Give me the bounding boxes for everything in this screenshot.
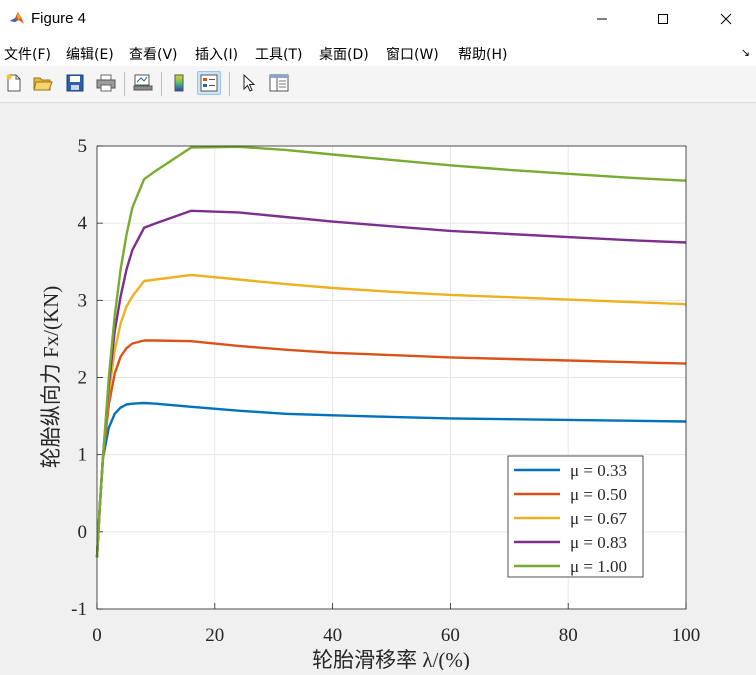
y-tick-label: 4 — [78, 213, 88, 234]
y-tick-label: -1 — [71, 599, 87, 620]
toolbar-separator — [229, 72, 230, 96]
x-tick-label: 80 — [559, 625, 578, 646]
minimize-icon — [597, 18, 607, 20]
title-bar: Figure 4 — [0, 0, 756, 38]
x-tick-label: 40 — [323, 625, 342, 646]
y-tick-label: 0 — [78, 522, 88, 543]
legend-entry: μ = 0.50 — [570, 485, 627, 504]
series-line-2 — [95, 339, 687, 558]
legend-button[interactable] — [197, 71, 221, 95]
save-icon — [66, 74, 84, 92]
colorbar-button[interactable] — [167, 71, 191, 95]
print-icon — [96, 74, 116, 92]
new-figure-button[interactable] — [2, 71, 26, 95]
menu-window[interactable]: 窗口(W) — [386, 47, 439, 63]
x-tick-label: 0 — [92, 625, 102, 646]
menu-tools[interactable]: 工具(T) — [255, 47, 303, 63]
y-tick-label: 1 — [78, 445, 88, 466]
close-button[interactable] — [703, 0, 749, 38]
link-plot-icon — [133, 74, 153, 91]
property-editor-icon — [269, 74, 289, 92]
property-editor-button[interactable] — [267, 71, 291, 95]
y-tick-label: 5 — [78, 136, 88, 157]
pointer-icon — [243, 74, 256, 92]
legend-entry: μ = 1.00 — [570, 557, 627, 576]
y-axis-label: 轮胎纵向力 Fx/(KN) — [39, 286, 63, 469]
y-tick-label: 3 — [78, 290, 88, 311]
menu-edit[interactable]: 编辑(E) — [66, 47, 114, 63]
x-axis-label: 轮胎滑移率 λ/(%) — [312, 648, 470, 670]
data-series — [95, 145, 687, 558]
x-tick-label: 20 — [205, 625, 224, 646]
legend-entry: μ = 0.33 — [570, 461, 627, 480]
legend-entry: μ = 0.83 — [570, 533, 627, 552]
save-button[interactable] — [63, 71, 87, 95]
maximize-button[interactable] — [640, 0, 686, 38]
menu-file[interactable]: 文件(F) — [4, 47, 51, 63]
menu-desktop[interactable]: 桌面(D) — [319, 47, 369, 63]
menu-insert[interactable]: 插入(I) — [195, 47, 239, 63]
series-line-1 — [95, 401, 687, 558]
toolbar-separator — [161, 72, 162, 96]
dock-figure-icon[interactable]: ↘ — [740, 47, 750, 59]
window-title: Figure 4 — [31, 10, 87, 27]
x-tick-label: 100 — [672, 625, 701, 646]
y-tick-label: 2 — [78, 368, 88, 389]
pointer-button[interactable] — [237, 71, 261, 95]
axes-box — [96, 145, 687, 610]
legend-icon — [200, 74, 218, 92]
colorbar-icon — [174, 74, 184, 92]
print-button[interactable] — [94, 71, 118, 95]
figure-canvas[interactable]: 0 20 40 60 80 100 -1 0 1 2 3 4 5 轮胎滑移率 λ/(%) 轮胎纵向力 F… — [0, 103, 756, 672]
figure-toolbar — [0, 66, 756, 103]
legend-entry: μ = 0.67 — [570, 509, 627, 528]
toolbar-separator — [124, 72, 125, 96]
close-icon — [720, 13, 732, 25]
legend-box — [507, 455, 644, 578]
open-file-button[interactable] — [31, 71, 55, 95]
maximize-icon — [658, 14, 668, 24]
menu-help[interactable]: 帮助(H) — [458, 47, 508, 63]
legend[interactable]: μ = 0.33 μ = 0.50 μ = 0.67 μ = 0.83 μ = 1.00 — [507, 455, 644, 578]
menu-bar: 文件(F) 编辑(E) 查看(V) 插入(I) 工具(T) 桌面(D) 窗口(W… — [0, 38, 756, 66]
new-figure-icon — [6, 74, 21, 92]
open-file-icon — [33, 77, 53, 91]
link-plot-button[interactable] — [131, 71, 155, 95]
minimize-button[interactable] — [579, 0, 625, 38]
matlab-logo-icon — [8, 9, 26, 27]
series-line-5 — [95, 145, 687, 558]
x-tick-label: 60 — [441, 625, 460, 646]
menu-view[interactable]: 查看(V) — [129, 47, 178, 63]
